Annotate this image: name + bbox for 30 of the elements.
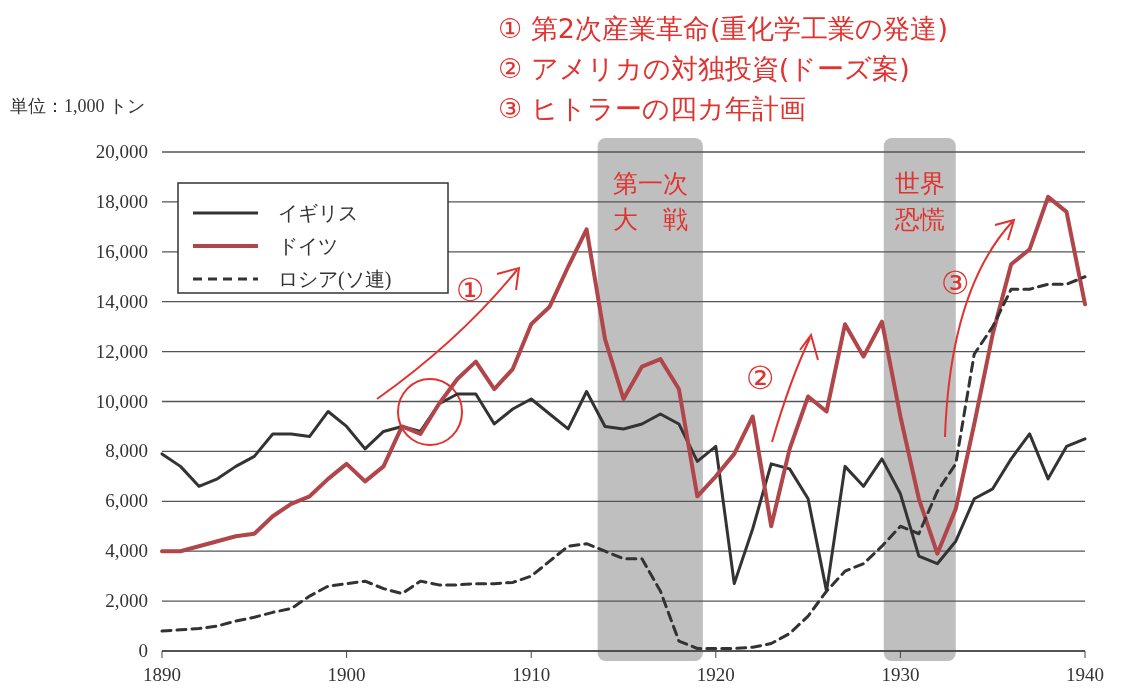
y-tick-label: 16,000 [95, 240, 148, 262]
y-tick-label: 0 [138, 640, 148, 661]
text: ① 第2次産業革命(重化学工業の発達) [498, 13, 949, 44]
y-tick-label: 12,000 [95, 340, 148, 362]
band-label: 世界恐慌 [893, 169, 945, 234]
y-tick-label: 2,000 [105, 590, 148, 612]
band-label: 第一次大戦 [612, 169, 688, 234]
y-tick-label: 20,000 [95, 141, 148, 162]
text: ③ ヒトラーの四カ年計画 [498, 93, 806, 124]
y-tick-label: 14,000 [95, 290, 148, 312]
x-tick-label: 1900 [327, 664, 366, 685]
legend-label: ドイツ [278, 235, 338, 257]
y-tick-label: 10,000 [95, 390, 148, 412]
x-tick-label: 1930 [881, 664, 920, 685]
annotation: ① [455, 271, 485, 309]
x-tick-label: 1920 [696, 664, 735, 685]
x-tick-label: 1910 [512, 664, 551, 685]
text: ② アメリカの対独投資(ドーズ案) [498, 53, 910, 84]
legend-label: イギリス [278, 202, 358, 224]
legend-label: ロシア(ソ連) [278, 268, 392, 291]
line-series [160, 194, 1087, 556]
annotation: ② [745, 359, 775, 397]
y-tick-label: 4,000 [105, 540, 148, 562]
y-axis-title: 単位：1,000 トン [10, 96, 145, 116]
x-tick-label: 1940 [1066, 664, 1104, 685]
annotation: ③ [940, 264, 970, 302]
x-tick-label: 1890 [143, 664, 181, 685]
y-tick-label: 18,000 [95, 190, 148, 212]
y-tick-label: 6,000 [105, 490, 148, 512]
y-tick-label: 8,000 [105, 440, 148, 462]
